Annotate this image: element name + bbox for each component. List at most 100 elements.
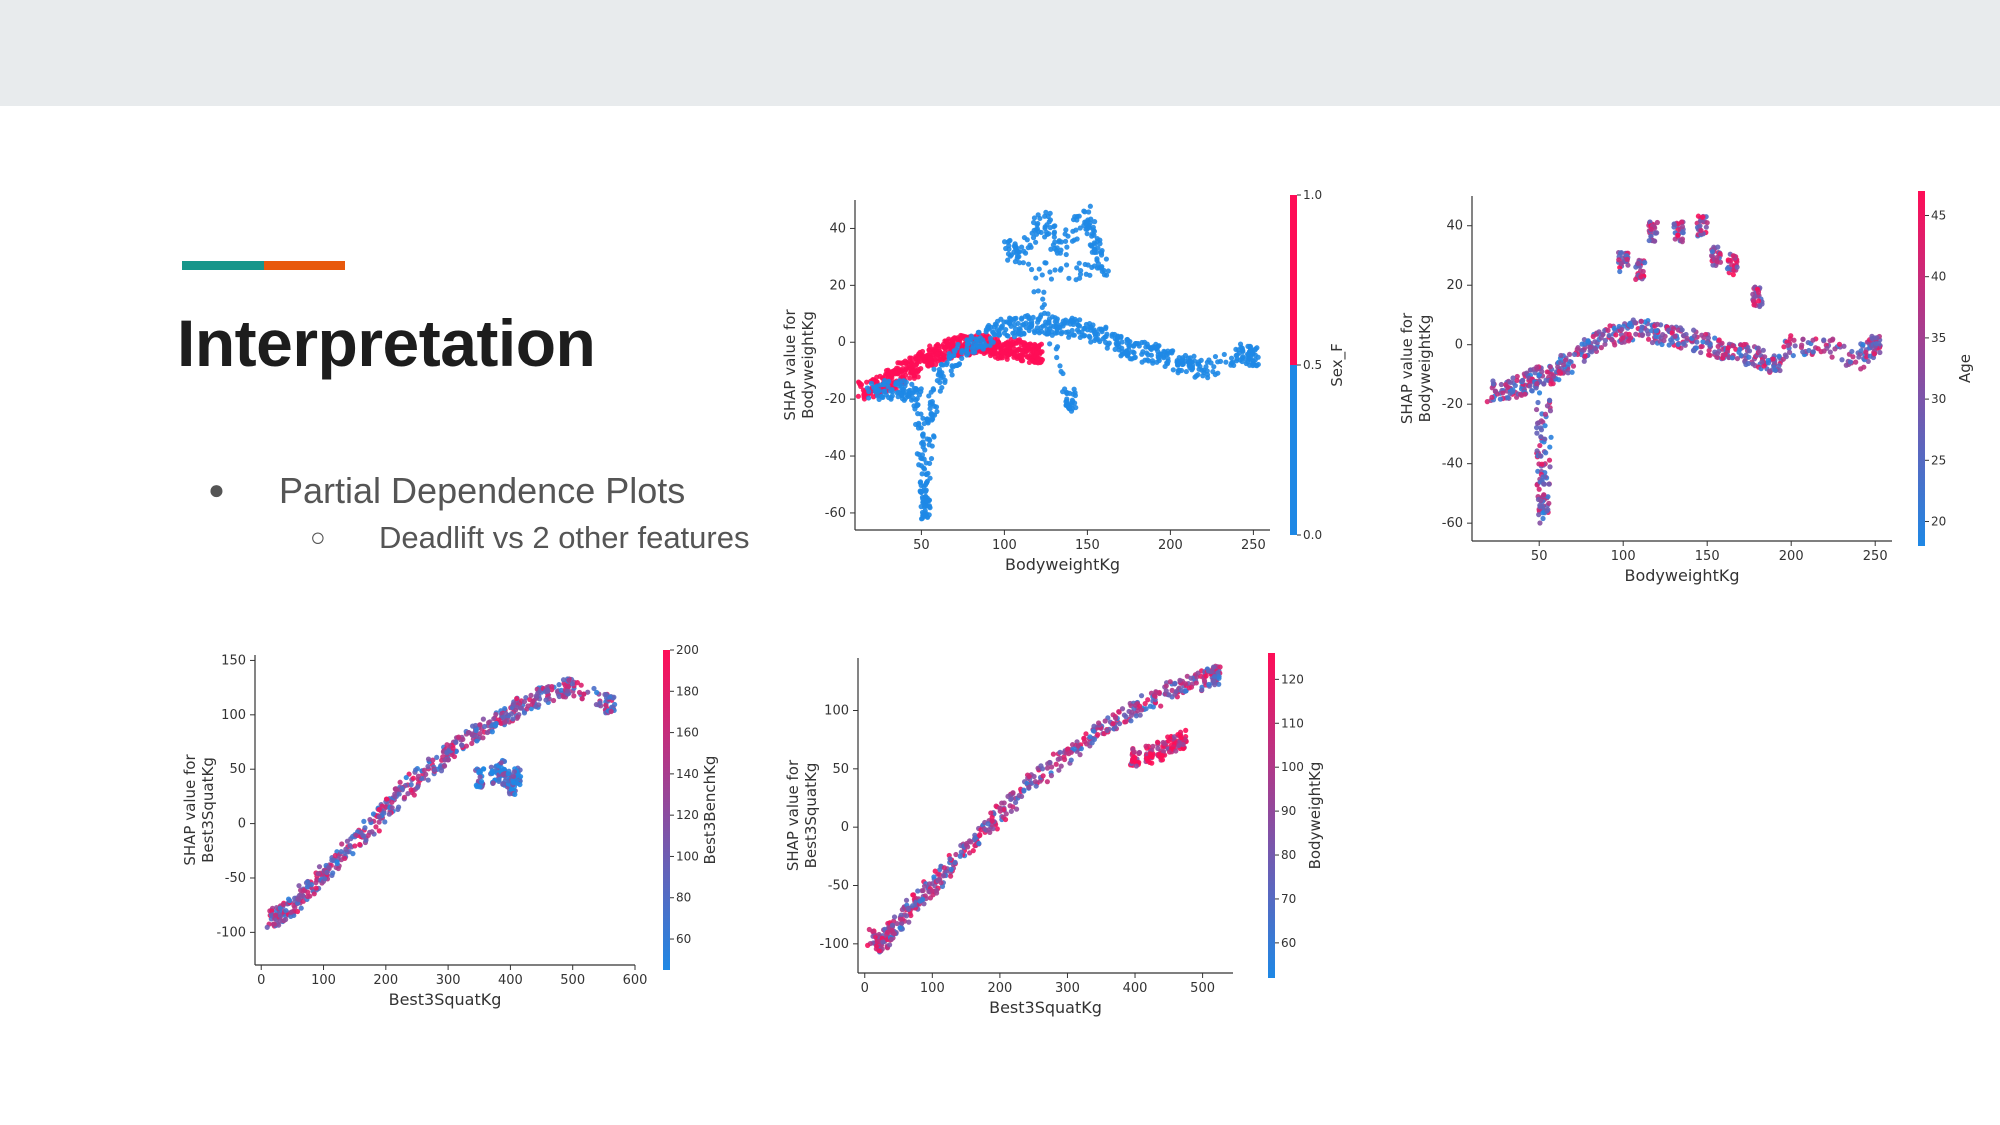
data-point	[976, 840, 982, 847]
data-point	[1036, 317, 1042, 323]
data-point	[1183, 368, 1189, 375]
data-point	[998, 325, 1004, 331]
data-point	[1102, 339, 1109, 345]
data-point	[1175, 360, 1181, 366]
data-point	[272, 912, 279, 918]
data-point	[1163, 683, 1169, 689]
data-point	[920, 887, 926, 894]
data-point	[1871, 351, 1878, 357]
data-point	[1084, 224, 1090, 230]
data-point	[276, 922, 282, 928]
data-point	[1534, 448, 1540, 454]
data-point	[1036, 266, 1042, 272]
data-point	[917, 898, 923, 904]
data-point	[926, 442, 932, 448]
data-point	[478, 778, 485, 785]
data-point	[558, 687, 564, 693]
data-point	[909, 361, 915, 367]
y-tick-label: 50	[832, 762, 849, 777]
data-point	[1033, 275, 1039, 281]
data-point	[434, 754, 440, 761]
data-point	[928, 455, 935, 462]
data-point	[296, 883, 302, 889]
data-point	[1132, 758, 1138, 764]
data-point	[386, 811, 392, 817]
x-tick-label: 250	[1863, 549, 1888, 564]
data-point	[915, 411, 921, 417]
data-point	[994, 336, 1000, 342]
data-point	[510, 701, 516, 707]
data-point	[525, 703, 531, 709]
y-tick-label: 20	[1446, 278, 1463, 293]
data-point	[513, 707, 519, 713]
x-tick-label: 100	[920, 981, 945, 996]
data-point	[1548, 434, 1554, 440]
data-point	[885, 929, 891, 935]
data-point	[1627, 320, 1633, 327]
data-point	[1026, 773, 1032, 780]
data-point	[277, 905, 283, 911]
data-point	[1529, 387, 1535, 394]
data-point	[908, 912, 914, 919]
data-point	[1081, 735, 1087, 741]
data-point	[1103, 272, 1110, 278]
data-point	[914, 402, 921, 408]
data-point	[1058, 247, 1064, 253]
data-point	[510, 716, 516, 722]
data-point	[917, 480, 923, 486]
data-point	[1646, 237, 1652, 244]
data-point	[1547, 408, 1554, 414]
data-point	[913, 397, 919, 403]
data-point	[1052, 239, 1058, 245]
data-point	[1005, 257, 1011, 263]
data-point	[564, 688, 570, 694]
data-point	[1074, 217, 1080, 223]
data-point	[1043, 209, 1049, 215]
data-point	[923, 488, 929, 495]
data-point	[929, 888, 935, 894]
data-point	[922, 447, 928, 453]
data-point	[1022, 250, 1029, 256]
data-point	[1028, 266, 1035, 273]
data-point	[1123, 719, 1129, 725]
data-point	[1556, 377, 1562, 383]
data-point	[1152, 345, 1158, 351]
data-point	[1714, 350, 1721, 357]
data-point	[927, 505, 933, 511]
data-point	[1150, 743, 1156, 749]
colorbar-tick-label: 25	[1931, 453, 1946, 467]
data-point	[459, 742, 465, 748]
data-point	[1537, 502, 1543, 508]
data-point	[893, 380, 899, 386]
data-point	[511, 769, 517, 775]
shap-plot-bodyweight-sexf: 50 100 150 200 250 -60 -40 -20 0 20 40 BodyweightKg…	[760, 188, 1380, 610]
y-tick-label: -60	[825, 506, 846, 521]
data-point	[1806, 347, 1812, 354]
data-point	[1734, 264, 1740, 270]
data-point	[1136, 343, 1142, 349]
data-point	[1199, 687, 1205, 693]
x-tick-label: 400	[1123, 981, 1148, 996]
data-point	[1043, 229, 1050, 235]
data-point	[502, 705, 508, 712]
data-point	[897, 916, 904, 922]
data-point	[1016, 260, 1023, 266]
data-point	[1161, 741, 1167, 747]
data-point	[1193, 680, 1199, 686]
data-point	[938, 350, 944, 356]
data-point	[445, 757, 452, 763]
data-point	[1038, 341, 1045, 347]
data-point	[324, 869, 330, 876]
data-point	[990, 330, 996, 336]
data-point	[1154, 739, 1161, 745]
data-point	[1099, 247, 1105, 254]
data-point	[1010, 790, 1016, 796]
data-point	[603, 702, 609, 708]
data-point	[1548, 371, 1554, 377]
data-point	[1019, 244, 1025, 250]
data-point	[515, 714, 521, 720]
data-point	[1672, 333, 1678, 339]
data-point	[954, 345, 960, 351]
data-point	[1150, 704, 1156, 710]
data-point	[1172, 680, 1178, 686]
